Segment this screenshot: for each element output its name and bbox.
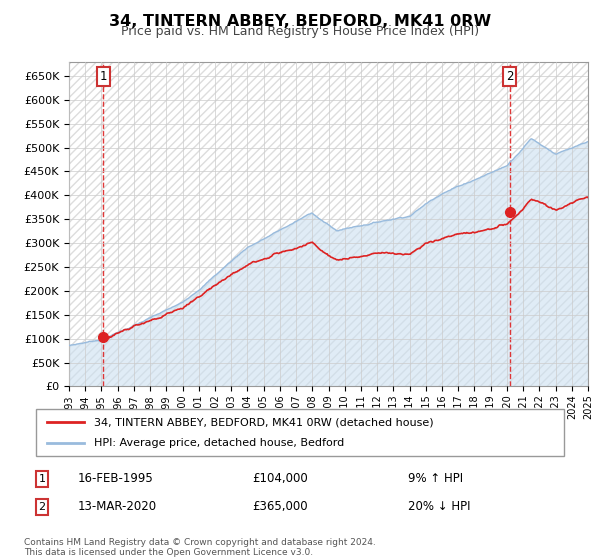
Text: 13-MAR-2020: 13-MAR-2020	[78, 500, 157, 514]
Text: 34, TINTERN ABBEY, BEDFORD, MK41 0RW (detached house): 34, TINTERN ABBEY, BEDFORD, MK41 0RW (de…	[94, 417, 434, 427]
Text: £365,000: £365,000	[252, 500, 308, 514]
Text: Contains HM Land Registry data © Crown copyright and database right 2024.
This d: Contains HM Land Registry data © Crown c…	[24, 538, 376, 557]
Text: HPI: Average price, detached house, Bedford: HPI: Average price, detached house, Bedf…	[94, 438, 344, 448]
Text: £104,000: £104,000	[252, 472, 308, 486]
Text: 1: 1	[38, 474, 46, 484]
Text: Price paid vs. HM Land Registry's House Price Index (HPI): Price paid vs. HM Land Registry's House …	[121, 25, 479, 38]
Text: 34, TINTERN ABBEY, BEDFORD, MK41 0RW: 34, TINTERN ABBEY, BEDFORD, MK41 0RW	[109, 14, 491, 29]
Text: 9% ↑ HPI: 9% ↑ HPI	[408, 472, 463, 486]
Text: 2: 2	[506, 69, 514, 83]
Text: 2: 2	[38, 502, 46, 512]
Text: 1: 1	[100, 69, 107, 83]
Text: 16-FEB-1995: 16-FEB-1995	[78, 472, 154, 486]
FancyBboxPatch shape	[36, 409, 564, 456]
Text: 20% ↓ HPI: 20% ↓ HPI	[408, 500, 470, 514]
